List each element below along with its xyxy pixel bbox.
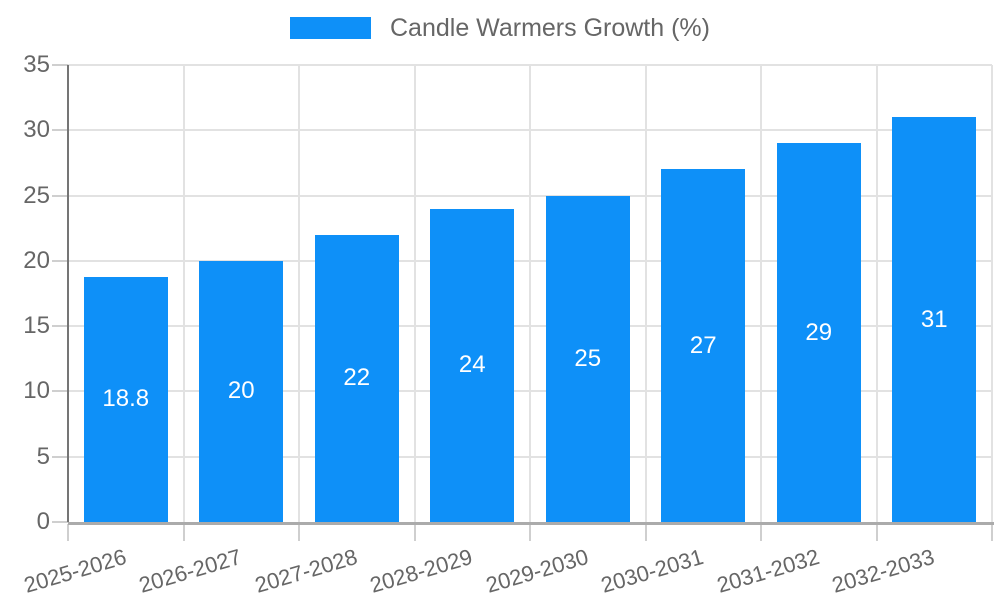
bar-2028-2029 [430,208,515,522]
bar-value-label: 24 [458,351,486,379]
bar-value-label: 25 [574,344,602,372]
x-tick-mark-7 [875,524,878,541]
y-tick-mark-20 [52,259,68,262]
y-axis-label-5: 5 [36,442,50,470]
bar-2025-2026 [83,276,168,522]
x-tick-mark-0 [67,524,69,541]
gridline-x-1 [182,65,185,522]
bar-value-label: 20 [227,377,255,405]
bar-value-label: 27 [689,331,717,359]
y-tick-mark-5 [52,455,68,458]
y-axis-line [67,65,69,522]
gridline-x-4 [529,65,531,522]
gridline-x-3 [413,65,416,522]
legend-swatch-icon [290,17,371,39]
gridline-x-7 [875,65,878,522]
bar-2026-2027 [199,260,284,522]
bar-2030-2031 [661,169,746,522]
bar-2029-2030 [545,195,630,522]
x-tick-mark-3 [413,524,416,541]
y-axis-label-20: 20 [23,246,50,274]
bar-value-label: 31 [920,305,948,333]
x-tick-mark-5 [644,524,647,541]
gridline-x-8 [991,65,993,522]
gridline-x-5 [644,65,647,522]
bar-value-label: 22 [343,364,371,392]
y-tick-mark-30 [52,129,68,132]
y-axis-label-25: 25 [23,181,50,209]
y-tick-mark-0 [52,521,68,523]
gridline-x-2 [298,65,300,522]
x-tick-mark-4 [529,524,531,541]
legend-label: Candle Warmers Growth (%) [390,14,710,42]
y-tick-mark-15 [52,325,68,328]
y-axis-label-0: 0 [36,508,50,535]
bar-value-label: 18.8 [102,385,150,413]
y-axis-label-30: 30 [23,116,50,144]
bar-2031-2032 [776,143,861,522]
bar-2027-2028 [314,234,399,522]
y-tick-mark-10 [52,390,68,393]
bar-2032-2033 [892,117,977,522]
bar-value-label: 29 [805,318,833,346]
y-axis-label-35: 35 [23,51,50,78]
x-tick-mark-1 [182,524,185,541]
y-tick-mark-35 [52,64,68,66]
legend[interactable]: Candle Warmers Growth (%) [0,14,1000,42]
gridline-x-6 [760,65,762,522]
y-axis-label-15: 15 [23,312,50,340]
x-axis-line [68,522,994,525]
y-axis-label-10: 10 [23,377,50,405]
x-tick-mark-6 [760,524,762,541]
y-tick-mark-25 [52,194,68,197]
x-tick-mark-2 [298,524,300,541]
x-tick-mark-8 [991,524,993,541]
